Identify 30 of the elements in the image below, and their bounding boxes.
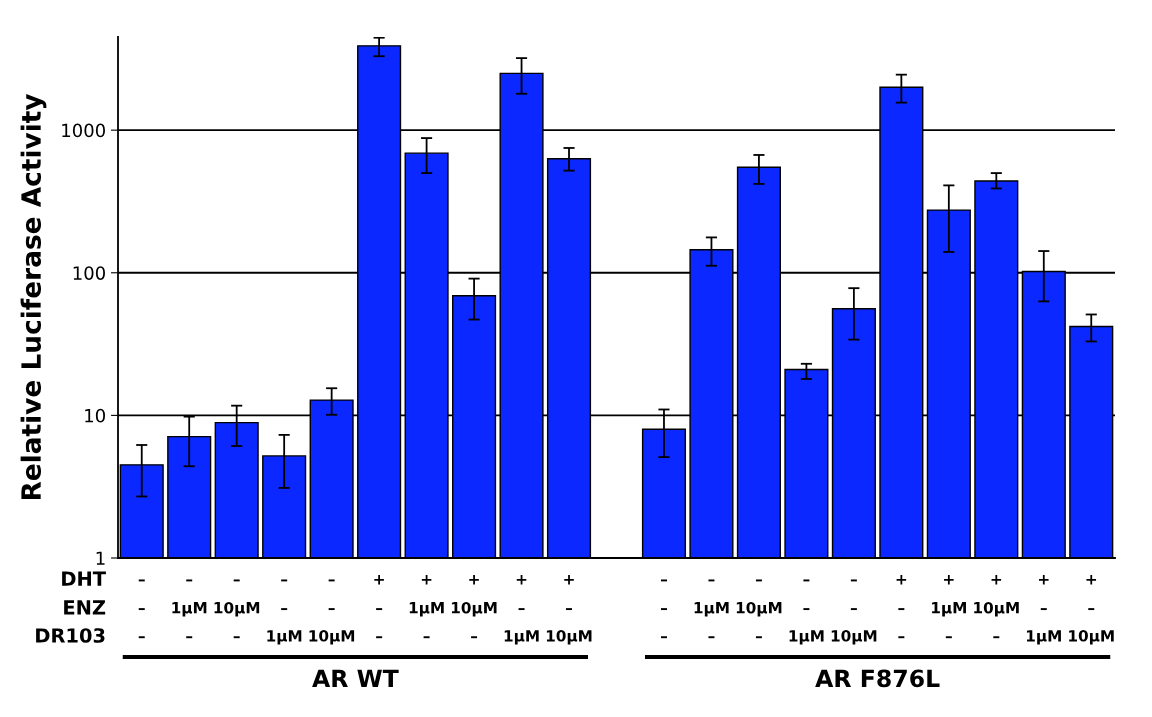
category-label: – – – — [138, 579, 145, 639]
category-label: – – 1μM — [267, 579, 302, 645]
category-label: + – 10μM — [546, 575, 592, 645]
y-tick-label: 10 — [85, 408, 105, 423]
category-label: + – – — [374, 575, 384, 639]
category-label: + 10μM – — [974, 575, 1019, 639]
category-label: + 10μM – — [451, 575, 497, 639]
text: DHT — [62, 571, 106, 586]
y-tick-label: 100 — [73, 266, 105, 280]
text: ENZ — [64, 600, 106, 615]
category-label: + – – — [896, 575, 907, 639]
y-tick-label: 1000 — [62, 123, 105, 138]
category-label: – 10μM – — [214, 579, 260, 639]
text: AR F876L — [815, 669, 940, 688]
text: AR WT — [312, 669, 399, 687]
category-label: – 10μM – — [736, 579, 782, 639]
category-label: – – 1μM — [789, 579, 824, 645]
category-label: + 1μM – — [932, 575, 966, 639]
y-axis-title: Relative Luciferase Activity — [20, 93, 47, 500]
category-label: – – – — [660, 579, 667, 639]
category-label: + 1μM – — [409, 575, 444, 639]
category-label: + – 1μM — [504, 575, 539, 645]
category-label: – 1μM – — [172, 579, 207, 639]
y-tick-label: 1 — [96, 551, 105, 565]
text: DR103 — [36, 628, 105, 643]
category-label: – 1μM – — [694, 579, 729, 639]
category-label: – – 10μM — [831, 579, 877, 645]
category-label: – – 10μM — [309, 579, 355, 645]
category-label: + – 10μM — [1069, 575, 1114, 645]
category-label: + – 1μM — [1026, 575, 1061, 645]
